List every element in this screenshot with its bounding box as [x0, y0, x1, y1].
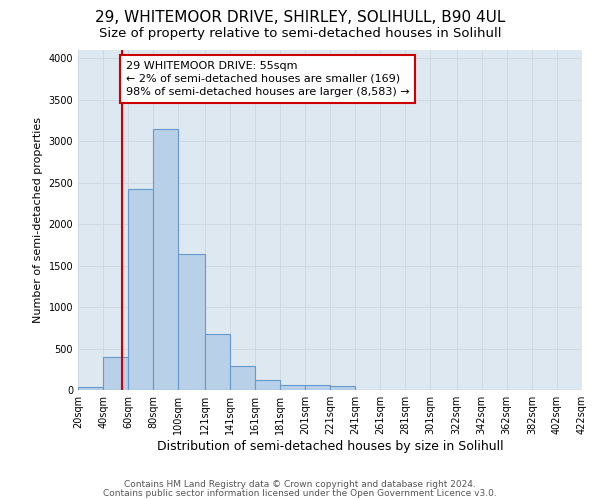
Bar [178, 254, 205, 390]
Bar [330, 386, 355, 390]
Bar [230, 366, 255, 390]
X-axis label: Distribution of semi-detached houses by size in Solihull: Distribution of semi-detached houses by … [157, 440, 503, 453]
Bar [305, 386, 330, 390]
Bar [153, 129, 178, 390]
Bar [128, 190, 153, 390]
Bar [280, 384, 305, 390]
Text: Size of property relative to semi-detached houses in Solihull: Size of property relative to semi-detach… [99, 28, 501, 40]
Bar [78, 386, 103, 390]
Text: Contains HM Land Registry data © Crown copyright and database right 2024.: Contains HM Land Registry data © Crown c… [124, 480, 476, 489]
Bar [255, 380, 280, 390]
Y-axis label: Number of semi-detached properties: Number of semi-detached properties [33, 117, 43, 323]
Text: 29 WHITEMOOR DRIVE: 55sqm
← 2% of semi-detached houses are smaller (169)
98% of : 29 WHITEMOOR DRIVE: 55sqm ← 2% of semi-d… [125, 61, 409, 97]
Bar [103, 357, 128, 390]
Text: Contains public sector information licensed under the Open Government Licence v3: Contains public sector information licen… [103, 488, 497, 498]
Bar [205, 334, 230, 390]
Text: 29, WHITEMOOR DRIVE, SHIRLEY, SOLIHULL, B90 4UL: 29, WHITEMOOR DRIVE, SHIRLEY, SOLIHULL, … [95, 10, 505, 25]
